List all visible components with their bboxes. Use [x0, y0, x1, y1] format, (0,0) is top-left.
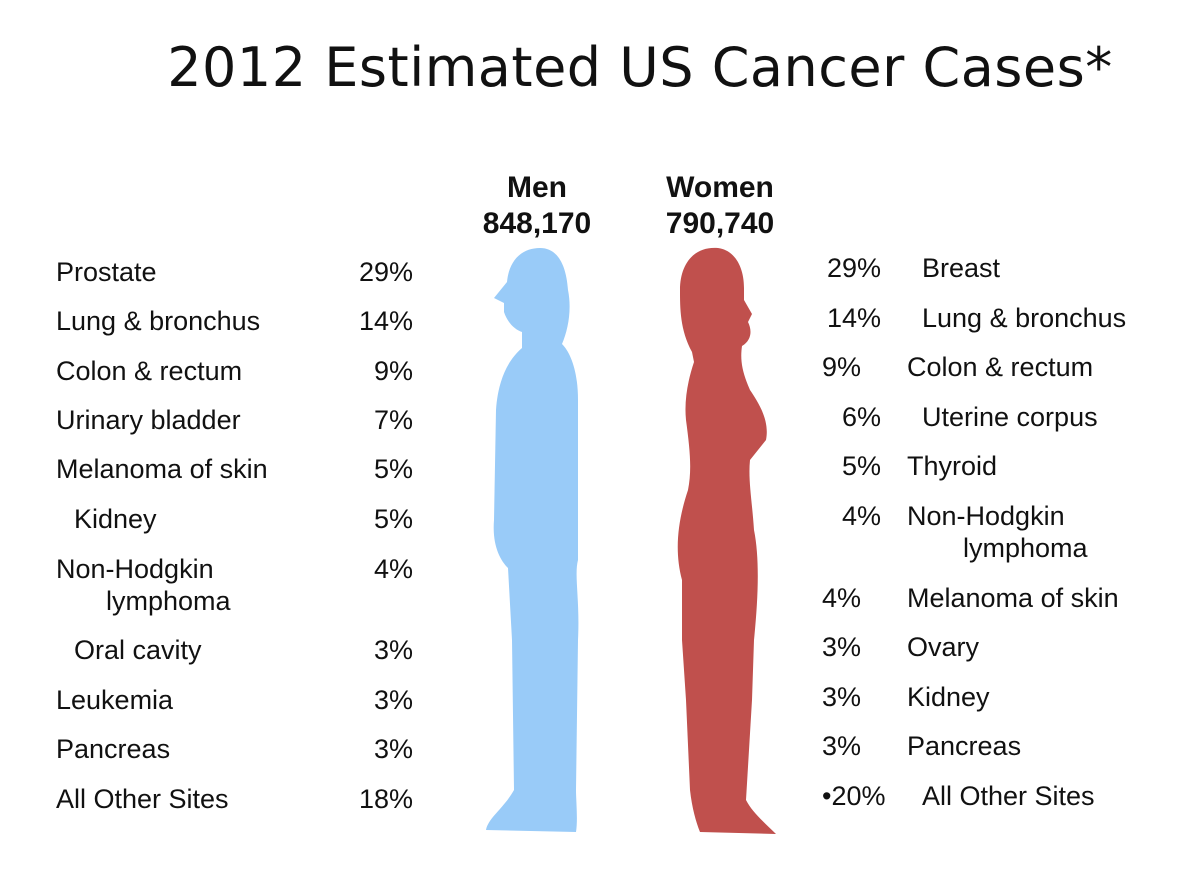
men-label-oral: Oral cavity	[74, 635, 202, 665]
men-pct-kidney: 5%	[373, 504, 413, 534]
men-header: Men 848,170	[472, 170, 602, 242]
women-label-uterine: Uterine corpus	[922, 402, 1098, 432]
chart-title: 2012 Estimated US Cancer Cases*	[167, 36, 1113, 99]
women-pct-breast: 29%	[826, 253, 881, 283]
women-pct-other: •20%	[822, 781, 886, 811]
women-label-pancreas: Pancreas	[907, 731, 1022, 761]
women-pct-kidney: 3%	[822, 682, 862, 712]
women-label-lung: Lung & bronchus	[922, 303, 1127, 333]
women-pct-nhl: 4%	[841, 501, 881, 531]
women-pct-lung: 14%	[826, 303, 881, 333]
men-pct-leukemia: 3%	[373, 685, 413, 715]
women-header: Women 790,740	[650, 170, 790, 242]
men-label-melanoma: Melanoma of skin	[56, 454, 268, 484]
women-label-colon: Colon & rectum	[907, 352, 1094, 382]
women-pct-ovary: 3%	[822, 632, 862, 662]
women-label-other: All Other Sites	[922, 781, 1095, 811]
men-pct-nhl: 4%	[373, 554, 413, 584]
men-label-colon: Colon & rectum	[56, 356, 243, 386]
women-pct-pancreas: 3%	[822, 731, 862, 761]
women-label-nhl: Non-Hodgkin	[907, 501, 1065, 531]
men-label-bladder: Urinary bladder	[56, 405, 241, 435]
women-label-thyroid: Thyroid	[907, 451, 998, 481]
men-label-nhl: Non-Hodgkin	[56, 554, 214, 584]
women-label-kidney: Kidney	[907, 682, 990, 712]
women-label-nhl-line2: lymphoma	[963, 533, 1088, 563]
women-label-melanoma: Melanoma of skin	[907, 583, 1119, 613]
men-pct-other: 18%	[358, 784, 413, 814]
men-pct-colon: 9%	[373, 356, 413, 386]
women-silhouette	[677, 247, 776, 835]
women-total: 790,740	[665, 207, 775, 240]
men-pct-prostate: 29%	[358, 257, 413, 287]
women-pct-melanoma: 4%	[822, 583, 862, 613]
women-label-ovary: Ovary	[907, 632, 980, 662]
men-label-prostate: Prostate	[56, 257, 157, 287]
men-label-leukemia: Leukemia	[56, 685, 174, 715]
men-silhouette	[486, 248, 579, 832]
men-total: 848,170	[482, 207, 592, 240]
women-pct-thyroid: 5%	[841, 451, 881, 481]
men-label-pancreas: Pancreas	[56, 734, 171, 764]
men-header-label: Men	[507, 171, 567, 204]
men-pct-bladder: 7%	[373, 405, 413, 435]
men-pct-lung: 14%	[358, 306, 413, 336]
women-pct-uterine: 6%	[841, 402, 881, 432]
women-pct-colon: 9%	[822, 352, 862, 382]
men-label-nhl-line2: lymphoma	[106, 586, 231, 616]
women-label-breast: Breast	[922, 253, 1001, 283]
men-label-lung: Lung & bronchus	[56, 306, 261, 336]
men-pct-pancreas: 3%	[373, 734, 413, 764]
men-label-other: All Other Sites	[56, 784, 229, 814]
women-header-label: Women	[666, 171, 774, 204]
men-pct-melanoma: 5%	[373, 454, 413, 484]
men-label-kidney: Kidney	[74, 504, 157, 534]
men-pct-oral: 3%	[373, 635, 413, 665]
